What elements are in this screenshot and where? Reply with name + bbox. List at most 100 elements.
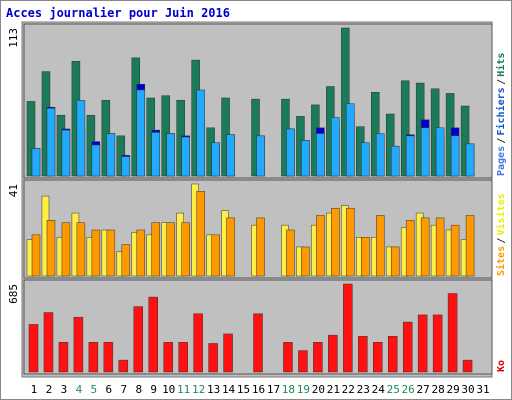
bar-fichiers-day-11 — [181, 136, 190, 177]
day-label-14: 14 — [222, 383, 236, 396]
bar-sites-day-18 — [286, 229, 295, 277]
bar-ko-day-3 — [58, 342, 69, 373]
bar-fichiers-day-24 — [376, 133, 385, 177]
bar-ko-day-29 — [447, 293, 458, 373]
bar-ko-day-20 — [313, 342, 323, 373]
bar-ko-day-4 — [73, 316, 84, 373]
hits-panel-legend-2: Hits — [495, 53, 507, 77]
visits-panel-axis-max: 41 — [7, 184, 20, 197]
bar-sites-day-26 — [405, 220, 415, 277]
day-label-26: 26 — [402, 383, 415, 396]
day-label-5: 5 — [91, 383, 98, 396]
visits-panel-legend-1: Visites — [495, 193, 507, 235]
bar-fichiers-day-21 — [331, 117, 340, 177]
visits-panel-legend-0: Sites — [495, 246, 507, 276]
bar-sites-day-5 — [91, 229, 101, 277]
day-label-13: 13 — [207, 383, 220, 396]
day-label-11: 11 — [177, 383, 190, 396]
day-label-30: 30 — [461, 383, 474, 396]
bar-sites-day-4 — [76, 222, 86, 277]
day-label-18: 18 — [282, 383, 295, 396]
visits-panel-legend-sep-0: / — [496, 237, 507, 243]
bar-sites-day-30 — [465, 215, 475, 277]
day-label-3: 3 — [61, 383, 68, 396]
bar-ko-day-11 — [178, 342, 188, 373]
bar-fichiers-day-29 — [450, 135, 460, 177]
bar-sites-day-13 — [211, 234, 220, 277]
hits-panel-axis-max: 113 — [7, 28, 20, 48]
chart-title: Acces journalier pour Juin 2016 — [6, 6, 230, 20]
bar-fichiers-day-23 — [361, 142, 370, 177]
bar-ko-day-24 — [373, 342, 383, 373]
bar-ko-day-8 — [133, 306, 144, 373]
bar-sites-day-25 — [390, 246, 400, 277]
bar-fichiers-day-8 — [136, 89, 146, 177]
bar-ko-day-13 — [208, 343, 218, 373]
bar-fichiers-day-3 — [61, 129, 71, 177]
bar-fichiers-day-2 — [46, 108, 56, 177]
bar-fichiers-day-10 — [166, 133, 175, 177]
day-label-21: 21 — [327, 383, 340, 396]
bar-fichiers-day-6 — [106, 133, 116, 177]
bar-hits-day-22 — [341, 27, 350, 177]
bar-fichiers-day-19 — [301, 140, 310, 177]
bar-sites-day-19 — [301, 246, 310, 277]
bar-fichiers-day-27 — [420, 127, 430, 177]
bar-ko-day-2 — [43, 312, 54, 373]
bar-ko-day-12 — [193, 313, 203, 373]
hits-panel-legend-sep-1: / — [496, 79, 507, 85]
bar-sites-day-11 — [181, 222, 190, 277]
bar-ko-day-22 — [343, 283, 353, 373]
bar-ko-day-7 — [118, 359, 129, 373]
bar-fichiers-day-25 — [390, 145, 400, 177]
bar-ko-day-5 — [88, 342, 99, 373]
bar-sites-day-22 — [346, 207, 355, 277]
day-label-10: 10 — [162, 383, 175, 396]
bar-fichiers-day-5 — [91, 144, 101, 177]
bar-sites-day-7 — [121, 244, 131, 277]
bar-ko-day-14 — [223, 333, 233, 373]
bar-sites-day-10 — [166, 222, 175, 277]
bar-sites-day-21 — [331, 207, 340, 277]
bar-ko-day-1 — [28, 324, 39, 373]
bar-ko-day-30 — [462, 359, 473, 373]
bar-sites-day-1 — [31, 234, 41, 277]
day-label-12: 12 — [192, 383, 205, 396]
bar-hits-day-1 — [26, 101, 36, 177]
day-label-31: 31 — [476, 383, 489, 396]
bar-fichiers-day-12 — [196, 89, 205, 177]
day-label-25: 25 — [387, 383, 400, 396]
bar-ko-day-28 — [432, 314, 443, 373]
bar-sites-day-23 — [361, 237, 370, 277]
bar-ko-day-10 — [163, 342, 173, 373]
bar-ko-day-18 — [283, 342, 293, 373]
day-label-15: 15 — [237, 383, 250, 396]
bar-sites-day-27 — [420, 217, 430, 277]
day-label-4: 4 — [76, 383, 83, 396]
bar-fichiers-day-20 — [316, 133, 325, 177]
bar-fichiers-day-4 — [76, 100, 86, 177]
bar-sites-day-28 — [435, 217, 445, 277]
bar-fichiers-day-26 — [405, 135, 415, 177]
bar-sites-day-20 — [316, 215, 325, 277]
kb-panel-axis-max: 685 — [7, 284, 20, 304]
bar-sites-day-29 — [450, 224, 460, 277]
day-label-7: 7 — [120, 383, 127, 396]
bar-sites-day-24 — [376, 215, 385, 277]
hits-panel-legend-0: Pages — [496, 146, 507, 176]
hits-panel-legend-sep-0: / — [496, 137, 507, 143]
bar-hits-day-25 — [385, 113, 395, 177]
bar-fichiers-day-9 — [151, 132, 160, 177]
day-label-28: 28 — [431, 383, 444, 396]
bar-sites-day-12 — [196, 191, 205, 277]
bar-sites-day-2 — [46, 220, 56, 277]
bar-ko-day-6 — [103, 342, 114, 373]
bar-ko-day-19 — [298, 350, 308, 373]
bar-fichiers-day-1 — [31, 148, 41, 177]
day-label-24: 24 — [372, 383, 386, 396]
bar-ko-day-21 — [328, 334, 338, 373]
hits-panel-legend-1: Fichiers — [495, 87, 507, 135]
day-label-17: 17 — [267, 383, 280, 396]
bar-ko-day-26 — [402, 321, 413, 373]
